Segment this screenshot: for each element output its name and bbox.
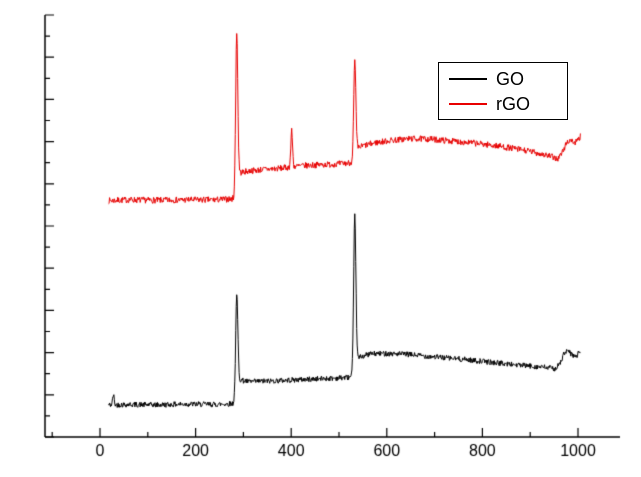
go-line-swatch [449, 77, 487, 80]
rgo-line-swatch [449, 102, 487, 105]
legend-label-rgo: rGO [496, 93, 530, 114]
legend: GO rGO [438, 62, 568, 120]
legend-label-go: GO [496, 68, 525, 89]
legend-entry-rgo: rGO [449, 93, 557, 114]
legend-entry-go: GO [449, 68, 557, 89]
